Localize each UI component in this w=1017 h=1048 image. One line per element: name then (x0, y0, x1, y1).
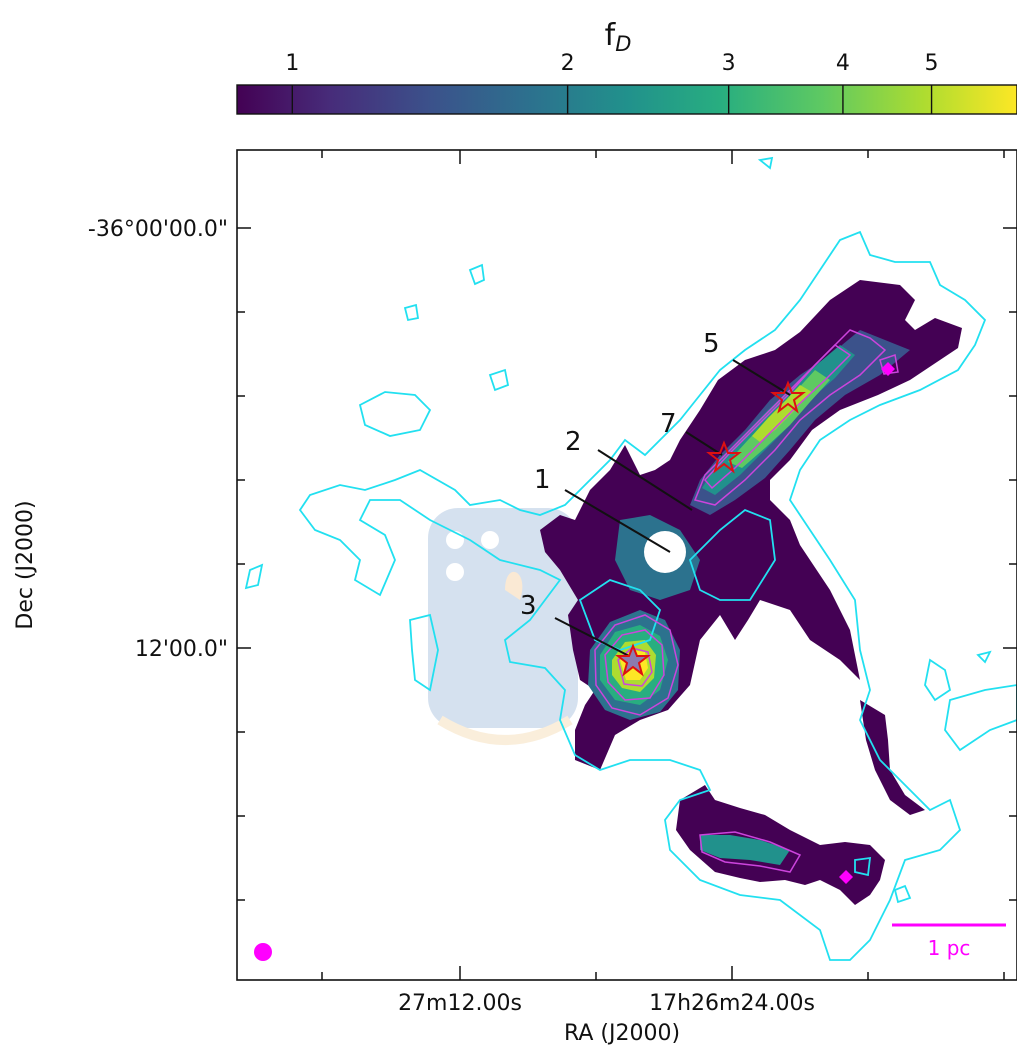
colorbar: fD 1 2 3 4 5 (236, 18, 1017, 115)
source-labels: 1 2 3 5 7 (520, 329, 720, 621)
source-3-line (554, 617, 634, 659)
source-stars (615, 380, 806, 677)
scale-bar: 1 pc (892, 923, 1006, 960)
colorbar-tick-label: 5 (925, 51, 939, 76)
x-tick-label-2: 17h26m24.00s (649, 991, 815, 1016)
y-tick-label-1: -36°00'00.0" (88, 217, 228, 242)
star-source-7 (706, 440, 742, 474)
heatmap-lower-arc-inner (700, 835, 790, 865)
masked-source-hole (644, 531, 686, 573)
colorbar-tick-label: 4 (836, 51, 850, 76)
source-label-7: 7 (660, 409, 677, 439)
star-source-3 (615, 643, 651, 677)
colorbar-tick-label: 3 (722, 51, 736, 76)
source-label-5: 5 (703, 329, 720, 359)
magenta-diamond-1 (881, 362, 895, 376)
map-content: 1 2 3 5 7 1 pc (244, 156, 1017, 961)
source-label-2: 2 (565, 427, 582, 457)
source-1-line (564, 489, 671, 553)
star-source-5 (770, 380, 806, 414)
annotation-lines (554, 359, 791, 659)
x-tick-label-1: 27m12.00s (398, 991, 522, 1016)
colorbar-tick-label: 2 (561, 51, 575, 76)
colorbar-ticks: 1 2 3 4 5 (285, 51, 939, 114)
colorbar-label: fD (605, 18, 632, 56)
scale-bar-label: 1 pc (928, 936, 971, 960)
source-5-line (732, 359, 791, 396)
watermark-emblem (428, 508, 578, 745)
y-axis-label: Dec (J2000) (13, 500, 38, 629)
source-label-3: 3 (520, 591, 537, 621)
beam-marker (254, 943, 272, 961)
map-ticks (237, 150, 1017, 980)
x-axis-label: RA (J2000) (564, 1021, 680, 1046)
heatmap-cloud (540, 280, 962, 905)
y-tick-label-2: 12'00.0" (135, 637, 228, 662)
heatmap-right-tail (860, 700, 925, 815)
colorbar-tick-label: 1 (285, 51, 299, 76)
source-2-line (597, 449, 693, 511)
map-panel: 1 2 3 5 7 1 pc (13, 149, 1017, 1046)
heatmap-filament-level5 (752, 385, 812, 442)
magenta-diamond-2 (839, 870, 853, 884)
contours-magenta (594, 329, 899, 873)
plot-frame (236, 149, 1017, 981)
magenta-markers (839, 362, 895, 884)
map-tick-labels: 27m12.00s 17h26m24.00s -36°00'00.0" 12'0… (88, 217, 815, 1016)
source-label-1: 1 (534, 465, 551, 495)
contours-cyan (244, 156, 1017, 961)
heatmap-lower-arc (676, 785, 885, 905)
colorbar-bar (236, 84, 1017, 115)
source-7-line (685, 431, 723, 456)
